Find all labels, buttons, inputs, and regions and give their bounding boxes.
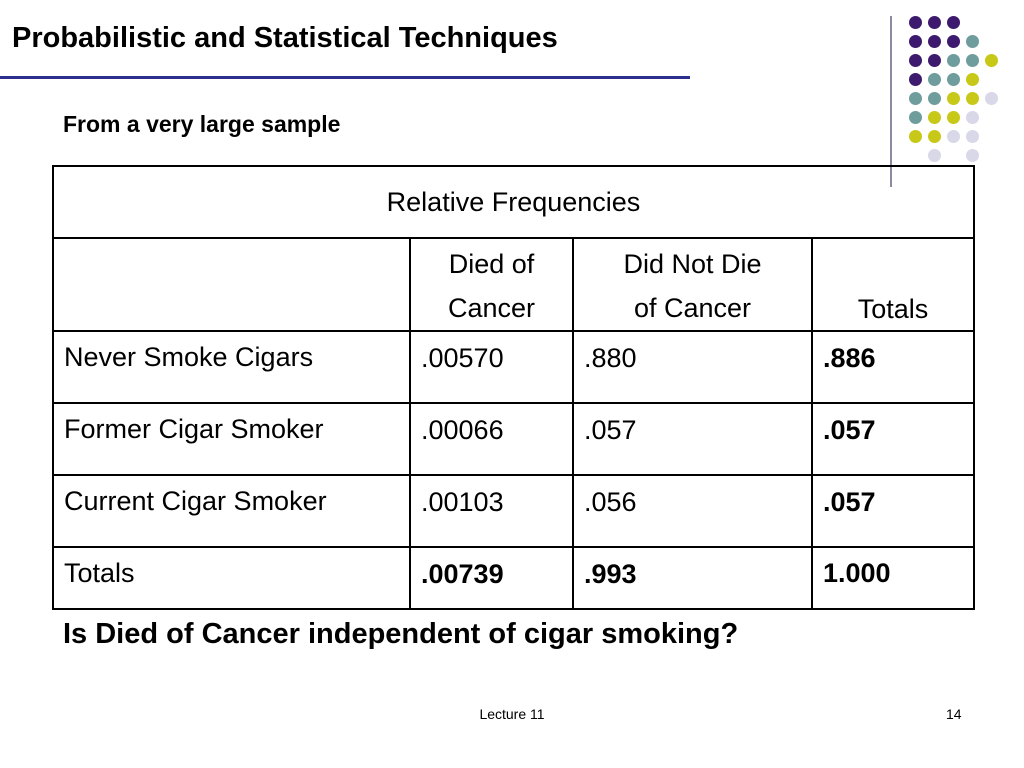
header-line: Totals [857, 294, 929, 324]
cell-died: .00066 [409, 402, 574, 476]
cell-not-died: .056 [572, 474, 813, 548]
header-line: Died of [448, 249, 535, 279]
table-caption-row: Relative Frequencies [52, 165, 975, 239]
dot [928, 92, 941, 105]
dot [966, 54, 979, 67]
cell-died: .00103 [409, 474, 574, 548]
dot [985, 92, 998, 105]
dot [966, 149, 979, 162]
cell-died: .00570 [409, 330, 574, 404]
dot [947, 111, 960, 124]
table-row: Former Cigar Smoker .00066 .057 .057 [52, 402, 975, 476]
dot [928, 149, 941, 162]
vertical-divider [890, 16, 892, 187]
header-line: of Cancer [633, 293, 752, 323]
dot [909, 130, 922, 143]
title-underline [0, 76, 690, 79]
question-text: Is Died of Cancer independent of cigar s… [63, 618, 739, 650]
relative-frequency-table: Relative Frequencies Died of Cancer Did … [52, 165, 975, 610]
dot [909, 73, 922, 86]
cell-not-died: .880 [572, 330, 813, 404]
dot [909, 92, 922, 105]
table-caption: Relative Frequencies [52, 165, 975, 239]
cell-not-died-total: .993 [572, 546, 813, 610]
dot [966, 35, 979, 48]
dot [909, 16, 922, 29]
header-totals: Totals [811, 237, 975, 332]
table-row: Never Smoke Cigars .00570 .880 .886 [52, 330, 975, 404]
dot [928, 35, 941, 48]
header-line: Did Not Die [623, 249, 762, 279]
dot [947, 92, 960, 105]
table-row: Current Cigar Smoker .00103 .056 .057 [52, 474, 975, 548]
cell-total: .057 [811, 474, 975, 548]
header-did-not-die: Did Not Die of Cancer [572, 237, 813, 332]
cell-grand-total: 1.000 [811, 546, 975, 610]
dot [966, 73, 979, 86]
table-header-row: Died of Cancer Did Not Die of Cancer Tot… [52, 237, 975, 332]
page-number: 14 [946, 706, 962, 722]
cell-died-total: .00739 [409, 546, 574, 610]
table-totals-row: Totals .00739 .993 1.000 [52, 546, 975, 610]
footer-lecture: Lecture 11 [479, 706, 545, 722]
row-label: Totals [52, 546, 411, 610]
dot [909, 35, 922, 48]
dot [947, 35, 960, 48]
dot [928, 54, 941, 67]
subtitle: From a very large sample [63, 111, 341, 137]
slide-title: Probabilistic and Statistical Techniques [12, 22, 558, 54]
dot [928, 73, 941, 86]
cell-not-died: .057 [572, 402, 813, 476]
dot [928, 16, 941, 29]
dot [947, 130, 960, 143]
dot [966, 92, 979, 105]
header-empty-cell [52, 237, 411, 332]
cell-total: .057 [811, 402, 975, 476]
dot [966, 111, 979, 124]
dot [947, 16, 960, 29]
header-died-of-cancer: Died of Cancer [409, 237, 574, 332]
dot [947, 73, 960, 86]
cell-total: .886 [811, 330, 975, 404]
dot [909, 54, 922, 67]
header-line: Cancer [447, 293, 536, 323]
dot [966, 130, 979, 143]
dot [947, 54, 960, 67]
dot [928, 111, 941, 124]
row-label: Current Cigar Smoker [52, 474, 411, 548]
dot [909, 111, 922, 124]
row-label: Former Cigar Smoker [52, 402, 411, 476]
decorative-dot-grid [905, 12, 1010, 167]
dot [985, 54, 998, 67]
row-label: Never Smoke Cigars [52, 330, 411, 404]
dot [928, 130, 941, 143]
